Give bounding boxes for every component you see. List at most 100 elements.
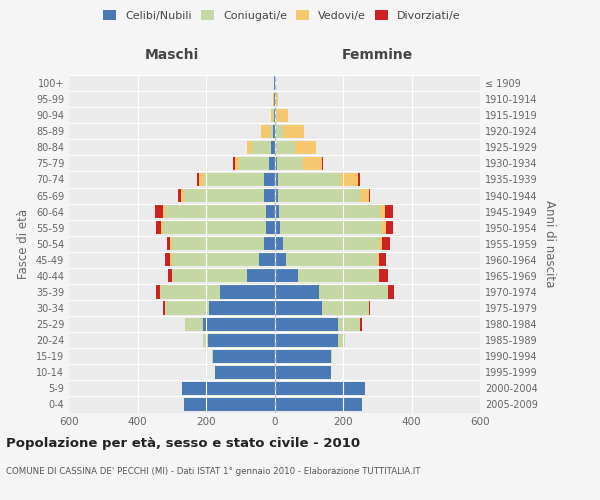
Bar [360,318,362,330]
Bar [275,76,276,90]
Bar [277,157,303,170]
Bar [247,140,252,154]
Bar [277,108,287,122]
Bar [280,221,382,234]
Bar [266,221,275,234]
Bar [273,108,274,122]
Bar [275,382,365,395]
Bar [322,302,368,314]
Bar [338,318,360,330]
Bar [275,124,276,138]
Bar [262,124,270,138]
Y-axis label: Fasce di età: Fasce di età [17,208,30,279]
Bar [203,334,208,347]
Bar [283,237,379,250]
Legend: Celibi/Nubili, Coniugati/e, Vedovi/e, Divorziati/e: Celibi/Nubili, Coniugati/e, Vedovi/e, Di… [101,8,463,23]
Bar [220,286,275,298]
Bar [172,253,259,266]
Bar [377,253,379,266]
Bar [235,157,239,170]
Bar [163,302,165,314]
Bar [167,237,170,250]
Text: Popolazione per età, sesso e stato civile - 2010: Popolazione per età, sesso e stato civil… [6,438,360,450]
Text: Femmine: Femmine [341,48,413,62]
Bar [275,398,362,411]
Bar [165,302,209,314]
Y-axis label: Anni di nascita: Anni di nascita [543,200,556,288]
Bar [184,398,275,411]
Bar [379,237,382,250]
Bar [278,205,380,218]
Bar [209,302,275,314]
Bar [259,253,275,266]
Bar [275,286,319,298]
Bar [252,140,271,154]
Bar [275,108,277,122]
Bar [185,318,203,330]
Bar [274,92,275,106]
Bar [204,173,264,186]
Bar [276,140,295,154]
Bar [160,286,220,298]
Bar [274,76,275,90]
Bar [303,157,322,170]
Bar [382,221,386,234]
Bar [275,350,331,363]
Bar [169,270,172,282]
Bar [275,318,338,330]
Bar [271,140,275,154]
Bar [275,189,278,202]
Bar [340,173,358,186]
Bar [380,205,385,218]
Bar [182,382,275,395]
Bar [157,286,160,298]
Bar [274,108,275,122]
Bar [239,157,269,170]
Bar [181,189,184,202]
Bar [275,92,278,106]
Bar [382,237,390,250]
Bar [379,253,386,266]
Bar [264,237,275,250]
Bar [184,189,264,202]
Bar [165,205,266,218]
Bar [275,366,331,379]
Bar [215,366,275,379]
Bar [273,92,274,106]
Bar [271,108,273,122]
Bar [213,350,275,363]
Bar [161,221,163,234]
Bar [170,237,172,250]
Bar [264,189,275,202]
Bar [269,157,275,170]
Bar [385,205,394,218]
Bar [172,270,247,282]
Bar [358,173,360,186]
Bar [266,205,275,218]
Bar [172,237,264,250]
Bar [275,302,322,314]
Bar [203,318,275,330]
Bar [278,173,340,186]
Bar [338,334,345,347]
Bar [386,221,392,234]
Bar [274,124,275,138]
Bar [275,157,277,170]
Bar [170,253,172,266]
Text: COMUNE DI CASSINA DE' PECCHI (MI) - Dati ISTAT 1° gennaio 2010 - Elaborazione TU: COMUNE DI CASSINA DE' PECCHI (MI) - Dati… [6,468,421,476]
Bar [163,221,266,234]
Bar [278,189,360,202]
Bar [165,253,170,266]
Bar [368,189,370,202]
Bar [275,173,278,186]
Bar [298,270,379,282]
Bar [276,124,283,138]
Bar [208,334,275,347]
Bar [275,270,298,282]
Bar [197,173,199,186]
Bar [379,270,388,282]
Bar [275,140,276,154]
Bar [286,253,377,266]
Bar [233,157,235,170]
Bar [275,253,286,266]
